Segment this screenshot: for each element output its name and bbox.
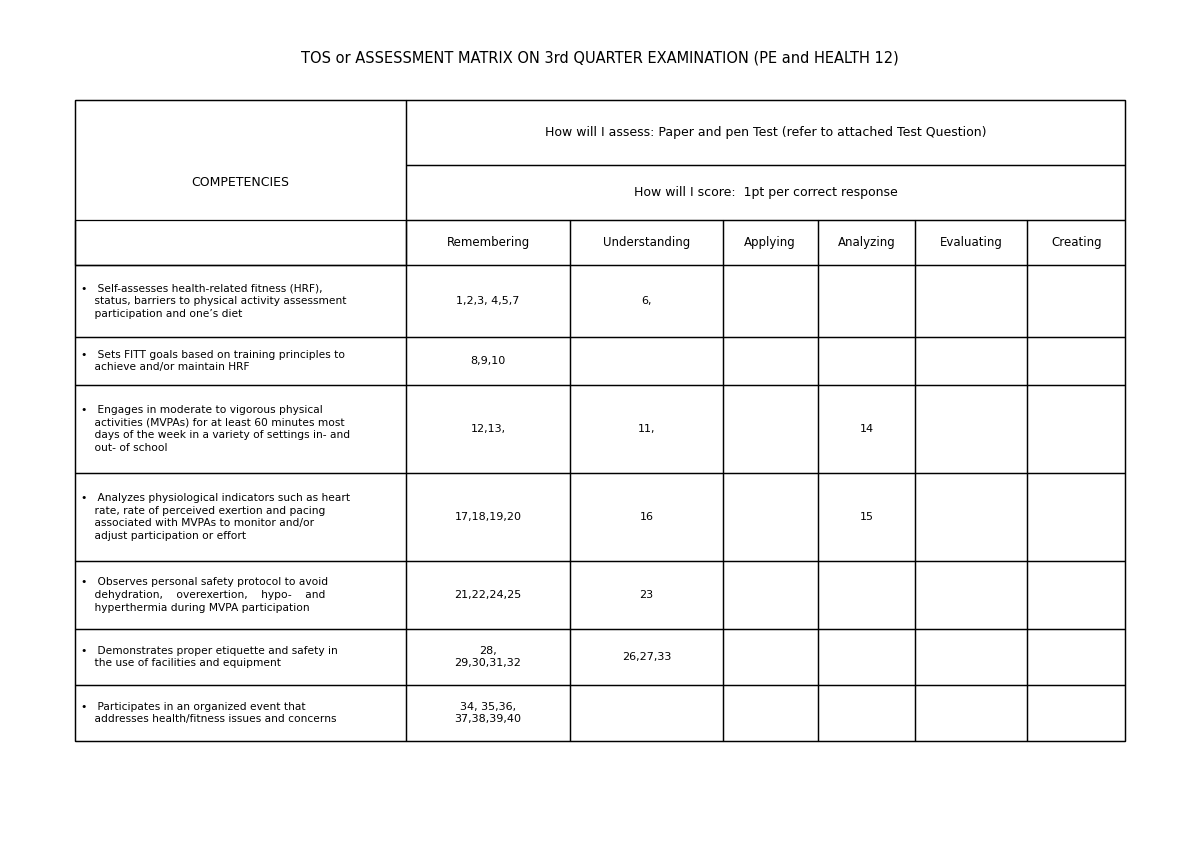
Text: Remembering: Remembering <box>446 236 529 249</box>
Bar <box>570 473 722 561</box>
Text: 26,27,33: 26,27,33 <box>622 652 671 662</box>
Bar <box>817 385 916 473</box>
Text: Analyzing: Analyzing <box>838 236 895 249</box>
Bar <box>74 629 406 685</box>
Text: Applying: Applying <box>744 236 796 249</box>
Text: 17,18,19,20: 17,18,19,20 <box>455 512 522 522</box>
Bar <box>722 265 817 337</box>
Bar <box>916 265 1027 337</box>
Text: 14: 14 <box>859 424 874 434</box>
Bar <box>1027 265 1126 337</box>
Bar <box>916 629 1027 685</box>
Bar <box>406 337 570 385</box>
Bar <box>570 685 722 741</box>
Text: •   Analyzes physiological indicators such as heart
    rate, rate of perceived : • Analyzes physiological indicators such… <box>82 492 350 541</box>
Bar <box>406 685 570 741</box>
Text: 6,: 6, <box>641 296 652 306</box>
Bar <box>916 337 1027 385</box>
Bar <box>570 220 722 265</box>
Bar <box>74 473 406 561</box>
Text: 16: 16 <box>640 512 654 522</box>
Bar <box>406 385 570 473</box>
Text: How will I score:  1pt per correct response: How will I score: 1pt per correct respon… <box>634 186 898 199</box>
Bar <box>1027 685 1126 741</box>
Text: •   Observes personal safety protocol to avoid
    dehydration,    overexertion,: • Observes personal safety protocol to a… <box>82 577 328 613</box>
Bar <box>1027 337 1126 385</box>
Bar <box>1027 629 1126 685</box>
Text: •   Engages in moderate to vigorous physical
    activities (MVPAs) for at least: • Engages in moderate to vigorous physic… <box>82 405 350 453</box>
Bar <box>817 220 916 265</box>
Bar <box>817 265 916 337</box>
Text: 8,9,10: 8,9,10 <box>470 356 505 366</box>
Bar <box>1027 473 1126 561</box>
Bar <box>406 165 1126 220</box>
Bar <box>722 561 817 629</box>
Text: 11,: 11, <box>637 424 655 434</box>
Bar <box>817 337 916 385</box>
Bar <box>74 561 406 629</box>
Bar <box>1027 385 1126 473</box>
Bar <box>817 629 916 685</box>
Text: Understanding: Understanding <box>602 236 690 249</box>
Bar <box>1027 561 1126 629</box>
Bar <box>74 265 406 337</box>
Text: Evaluating: Evaluating <box>940 236 1003 249</box>
Bar <box>916 385 1027 473</box>
Text: •   Demonstrates proper etiquette and safety in
    the use of facilities and eq: • Demonstrates proper etiquette and safe… <box>82 645 337 668</box>
Bar <box>722 629 817 685</box>
Text: TOS or ASSESSMENT MATRIX ON 3rd QUARTER EXAMINATION (PE and HEALTH 12): TOS or ASSESSMENT MATRIX ON 3rd QUARTER … <box>301 50 899 65</box>
Text: 28,
29,30,31,32: 28, 29,30,31,32 <box>455 646 522 668</box>
Bar <box>406 561 570 629</box>
Bar <box>406 265 570 337</box>
Bar <box>74 337 406 385</box>
Bar <box>722 473 817 561</box>
Text: 15: 15 <box>859 512 874 522</box>
Bar <box>406 220 570 265</box>
Bar <box>406 629 570 685</box>
Bar <box>722 337 817 385</box>
Bar <box>406 473 570 561</box>
Text: 21,22,24,25: 21,22,24,25 <box>455 590 522 600</box>
Bar <box>570 629 722 685</box>
Bar <box>74 100 1126 741</box>
Text: 23: 23 <box>640 590 654 600</box>
Bar <box>74 385 406 473</box>
Bar <box>570 265 722 337</box>
Text: How will I assess: Paper and pen Test (refer to attached Test Question): How will I assess: Paper and pen Test (r… <box>545 126 986 139</box>
Bar <box>406 100 1126 165</box>
Bar <box>916 685 1027 741</box>
Bar <box>722 220 817 265</box>
Bar <box>570 385 722 473</box>
Text: 12,13,: 12,13, <box>470 424 505 434</box>
Bar <box>570 337 722 385</box>
Bar <box>570 561 722 629</box>
Bar <box>74 220 406 265</box>
Text: 1,2,3, 4,5,7: 1,2,3, 4,5,7 <box>456 296 520 306</box>
Bar <box>817 473 916 561</box>
Bar <box>817 685 916 741</box>
Bar <box>74 100 406 265</box>
Text: COMPETENCIES: COMPETENCIES <box>191 176 289 189</box>
Bar <box>1027 220 1126 265</box>
Bar <box>916 561 1027 629</box>
Bar <box>722 385 817 473</box>
Bar <box>916 220 1027 265</box>
Bar <box>817 561 916 629</box>
Bar <box>74 685 406 741</box>
Bar <box>722 685 817 741</box>
Bar <box>916 473 1027 561</box>
Text: •   Self-assesses health-related fitness (HRF),
    status, barriers to physical: • Self-assesses health-related fitness (… <box>82 284 347 319</box>
Text: Creating: Creating <box>1051 236 1102 249</box>
Text: •   Sets FITT goals based on training principles to
    achieve and/or maintain : • Sets FITT goals based on training prin… <box>82 350 346 373</box>
Text: •   Participates in an organized event that
    addresses health/fitness issues : • Participates in an organized event tha… <box>82 701 336 724</box>
Text: 34, 35,36,
37,38,39,40: 34, 35,36, 37,38,39,40 <box>455 702 522 724</box>
